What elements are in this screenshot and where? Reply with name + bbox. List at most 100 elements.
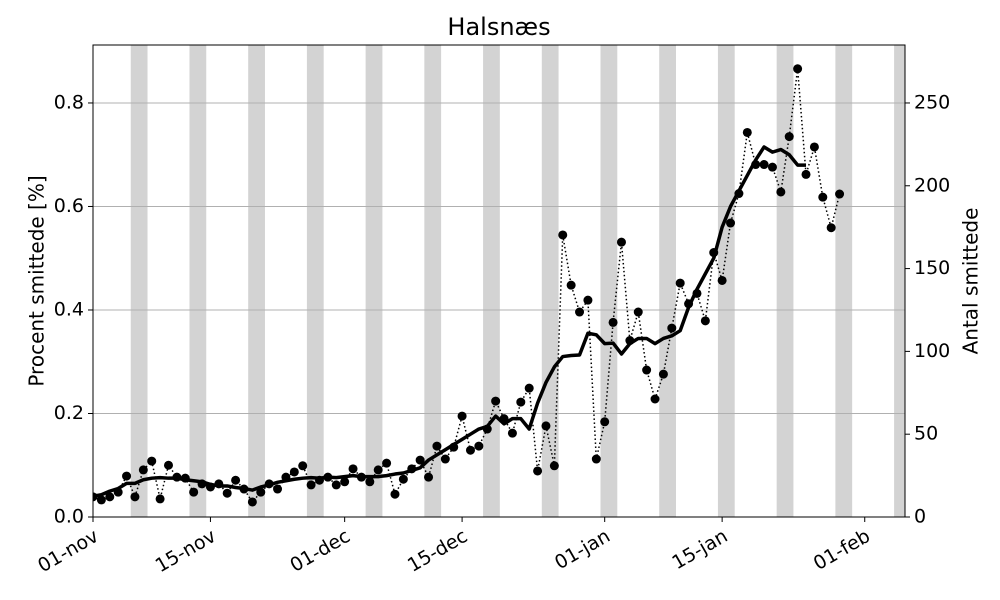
data-point [231,475,241,485]
data-point [608,317,618,327]
series-line [93,145,807,499]
data-point [96,495,106,505]
data-point [474,441,484,451]
data-point [163,460,173,470]
data-point [155,494,165,504]
plot-area [93,45,905,517]
data-point [533,466,543,476]
data-point [465,445,475,455]
data-point [138,465,148,475]
data-point [549,461,559,471]
data-point [575,307,585,317]
data-point [415,455,425,465]
y-tick-label: 0.2 [54,402,84,424]
data-point [675,278,685,288]
data-point [390,489,400,499]
y-tick-label: 0.6 [54,195,84,217]
weekend-band [894,45,905,517]
y-tick-label: 0.0 [54,506,84,528]
data-point [348,464,358,474]
x-tick-label: 01-nov [34,525,102,577]
data-point [189,487,199,497]
data-point [541,421,551,431]
data-point [784,132,794,142]
data-point [633,307,643,317]
weekend-band [130,45,148,517]
data-point [130,492,140,502]
data-point [767,162,777,172]
data-point [340,477,350,487]
y-axis-label: Procent smittede [%] [25,175,49,386]
data-point [642,365,652,375]
data-point [222,488,232,498]
weekend-band [541,45,559,517]
y2-tick-label: 100 [914,340,950,362]
x-tick-label: 15-nov [152,525,220,577]
data-point [122,471,132,481]
x-tick-label: 15-dec [404,525,471,577]
data-point [256,487,266,497]
y2-tick-label: 150 [914,257,950,279]
data-point [105,492,115,502]
data-point [382,458,392,468]
data-point [147,456,157,466]
data-point [247,497,257,507]
x-tick-label: 15-jan [668,525,731,574]
data-point [591,454,601,464]
data-point [717,275,727,285]
x-tick-label: 01-feb [810,525,874,575]
data-point [491,396,501,406]
data-point [566,280,576,290]
data-point [759,160,769,170]
data-point [600,417,610,427]
data-point [440,454,450,464]
data-point [835,189,845,199]
y-tick-label: 0.4 [54,298,84,320]
data-point [658,369,668,379]
y2-tick-label: 0 [914,506,926,528]
data-point [616,237,626,247]
y2-axis-label: Antal smittede [959,208,983,355]
y-tick-label: 0.8 [54,91,84,113]
data-point [331,480,341,490]
data-point [793,64,803,74]
y2-tick-label: 200 [914,174,950,196]
data-point [298,461,308,471]
data-point [365,477,375,487]
plot-frame [92,44,906,518]
y2-tick-label: 50 [914,423,938,445]
weekend-band [306,45,324,517]
chart-title: Halsnæs [447,13,550,41]
data-point [273,484,283,494]
x-tick-label: 01-dec [286,525,353,577]
data-point [776,187,786,197]
data-point [809,142,819,152]
weekend-band [776,45,794,517]
data-point [700,316,710,326]
data-point [524,383,534,393]
data-point [516,397,526,407]
weekend-band [424,45,442,517]
weekend-band [189,45,207,517]
data-point [650,394,660,404]
y2-tick-label: 250 [914,91,950,113]
data-point [667,323,677,333]
data-point [398,474,408,484]
x-tick-label: 01-jan [551,525,614,574]
weekend-band [248,45,265,517]
data-point [306,480,316,490]
data-point [801,169,811,179]
data-point [826,223,836,233]
data-point [432,441,442,451]
data-point [289,467,299,477]
data-point [818,192,828,202]
weekend-band [365,45,383,517]
weekend-band [483,45,500,517]
data-point [742,127,752,137]
weekend-band [835,45,853,517]
data-point [558,230,568,240]
data-point [424,472,434,482]
data-point [457,411,467,421]
weekend-band [659,45,676,517]
